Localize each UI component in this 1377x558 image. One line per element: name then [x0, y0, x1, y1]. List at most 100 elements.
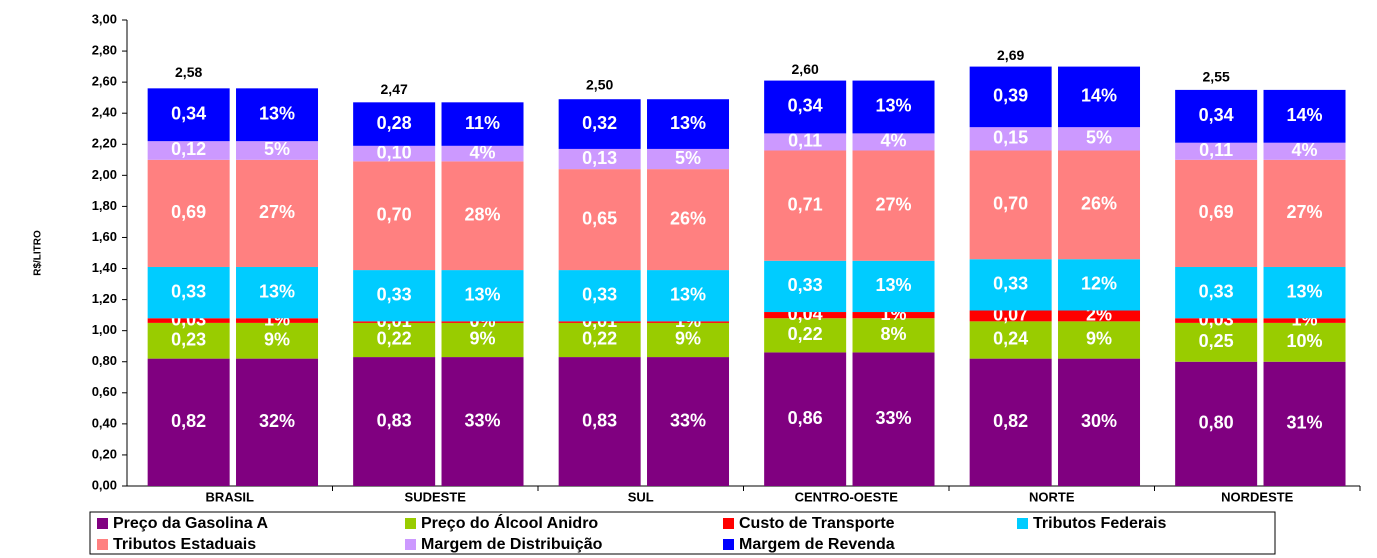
segment-label: 0,11 [1199, 140, 1233, 160]
bar-segment [558, 169, 641, 271]
segment-label: 33% [464, 410, 500, 430]
y-axis-label: R$/LITRO [33, 230, 44, 276]
bar-segment [852, 312, 935, 319]
bar-segment [1058, 321, 1141, 359]
segment-label: 0,25 [1199, 331, 1234, 351]
bar-segment [353, 321, 436, 323]
bar-segment [1058, 310, 1141, 322]
y-tick-label: 2,00 [92, 167, 117, 182]
y-tick-label: 0,80 [92, 353, 117, 368]
segment-label: 27% [259, 202, 295, 222]
segment-label: 13% [670, 113, 706, 133]
segment-label: 0,83 [582, 410, 617, 430]
bar-segment [647, 357, 730, 486]
segment-label: 0,13 [582, 148, 617, 168]
bar-segment [647, 270, 730, 322]
bar-segment [236, 159, 319, 267]
segment-label: 9% [264, 330, 290, 350]
total-label: 2,69 [997, 47, 1024, 63]
segment-label: 4% [1292, 140, 1318, 160]
bar-segment [441, 357, 524, 486]
legend-label: Custo de Transporte [739, 515, 895, 532]
segment-label: 4% [470, 142, 496, 162]
segment-label: 0,33 [993, 274, 1028, 294]
bar-segment [147, 358, 230, 486]
segment-label: 0,82 [993, 411, 1028, 431]
y-tick-label: 1,80 [92, 198, 117, 213]
bar-segment [1263, 322, 1346, 362]
segment-label: 0,22 [582, 329, 617, 349]
segment-label: 5% [675, 148, 701, 168]
segment-label: 27% [875, 194, 911, 214]
bar-segment [441, 322, 524, 358]
bar-segment [147, 141, 230, 160]
y-tick-label: 1,20 [92, 291, 117, 306]
y-tick-label: 2,80 [92, 43, 117, 58]
bar-segment [764, 80, 847, 134]
bar-segment [647, 99, 730, 149]
bar-segment [1175, 318, 1258, 323]
segment-label: 0,71 [788, 194, 823, 214]
bar-segment [1263, 318, 1346, 323]
segment-label: 26% [670, 208, 706, 228]
segment-label: 0,33 [171, 281, 206, 301]
legend-label: Margem de Revenda [739, 536, 895, 553]
bar-segment [558, 322, 641, 358]
legend-swatch [723, 518, 734, 529]
bar-segment [969, 66, 1052, 128]
segment-label: 0,82 [171, 411, 206, 431]
bar-segment [236, 88, 319, 142]
bar-segment [353, 357, 436, 486]
bar-segment [764, 133, 847, 151]
legend-box [89, 511, 1276, 555]
segment-label: 11% [465, 113, 500, 133]
segment-label: 5% [264, 139, 290, 159]
bar-segment [353, 145, 436, 162]
bar-segment [852, 260, 935, 313]
bar-segment [969, 259, 1052, 311]
legend-label: Margem de Distribuição [421, 536, 603, 553]
segment-label: 0,33 [582, 284, 617, 304]
y-tick-label: 1,60 [92, 229, 117, 244]
x-tick-label: CENTRO-OESTE [795, 489, 899, 504]
segment-label: 0,70 [377, 204, 412, 224]
segment-label: 13% [670, 284, 706, 304]
bar-segment [441, 321, 524, 323]
bar-segment [558, 148, 641, 170]
segment-label: 26% [1081, 194, 1117, 214]
segment-label: 33% [875, 408, 911, 428]
bar-segment [236, 322, 319, 359]
segment-label: 0,15 [993, 128, 1028, 148]
bar-segment [441, 161, 524, 271]
bar-segment [236, 266, 319, 319]
segment-label: 0,22 [788, 324, 823, 344]
total-label: 2,60 [792, 61, 819, 77]
segment-label: 0,22 [377, 329, 412, 349]
bar-segment [236, 141, 319, 160]
y-tick-label: 0,00 [92, 477, 117, 492]
bar-segment [147, 266, 230, 319]
legend-label: Tributos Federais [1033, 515, 1166, 532]
bar-segment [236, 318, 319, 323]
segment-label: 10% [1286, 331, 1322, 351]
bar-segment [441, 145, 524, 162]
segment-label: 0,24 [993, 329, 1028, 349]
x-tick-label: SUDESTE [405, 489, 467, 504]
bar-segment [558, 321, 641, 323]
bar-segment [353, 322, 436, 358]
segment-label: 0,80 [1199, 413, 1234, 433]
bar-segment [969, 127, 1052, 151]
legend-label: Preço do Álcool Anidro [421, 513, 598, 532]
y-tick-label: 0,40 [92, 415, 117, 430]
bar-segment [353, 102, 436, 146]
y-tick-label: 3,00 [92, 11, 117, 26]
legend-label: Tributos Estaduais [113, 536, 256, 553]
bar-segment [647, 169, 730, 271]
segment-label: 13% [464, 284, 500, 304]
bar-segment [147, 322, 230, 359]
segment-label: 9% [675, 329, 701, 349]
segment-label: 30% [1081, 411, 1117, 431]
bar-segment [647, 148, 730, 170]
segment-label: 0,33 [377, 284, 412, 304]
